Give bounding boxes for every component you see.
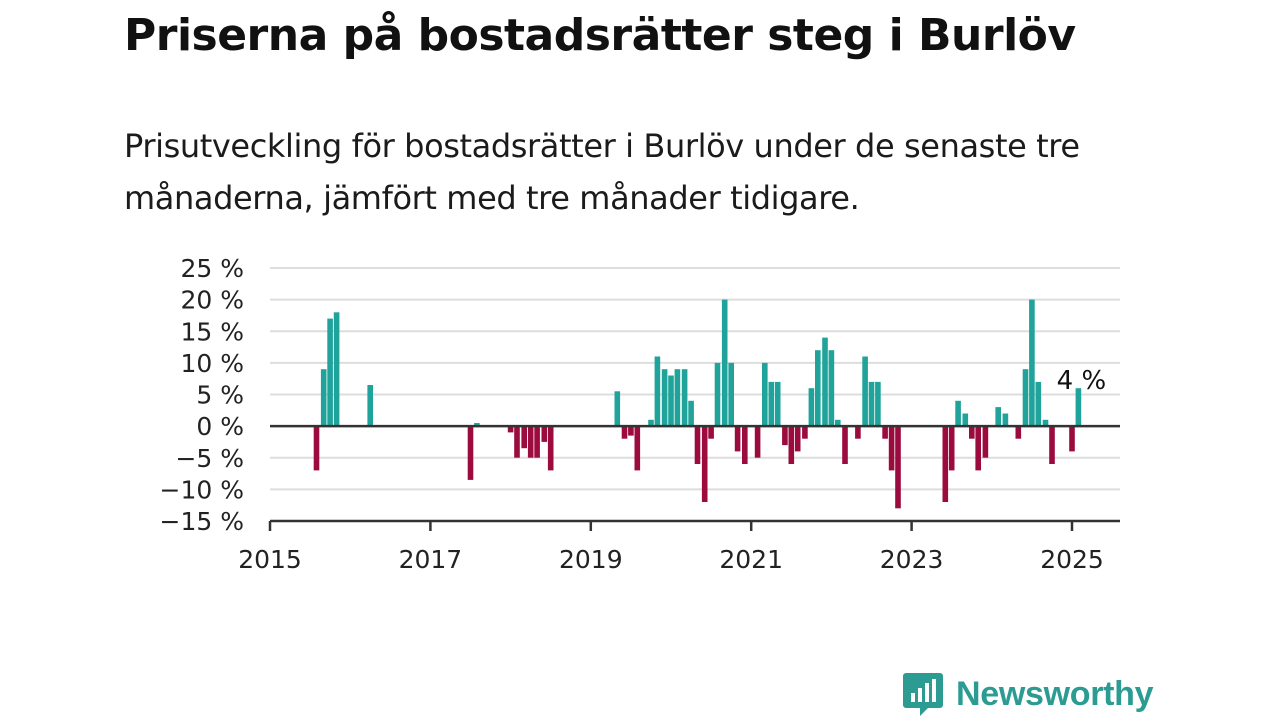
bar [1015,426,1022,439]
bar [614,391,621,427]
bar [668,375,674,427]
latest-value-label: 4 % [1057,366,1107,396]
bar [661,369,668,427]
bar [828,350,835,427]
bar [1042,419,1049,427]
bar [948,426,955,471]
bar [955,400,961,427]
bar [634,426,641,471]
bar [794,426,801,452]
y-tick-label: 15 % [180,317,244,346]
bar [875,381,881,427]
bar [648,419,654,427]
newsworthy-logo-icon [903,673,943,716]
bar [995,407,1001,427]
bar [1029,299,1035,427]
brand-name: Newsworthy [956,674,1154,713]
bar [467,426,474,480]
y-tick-label: −5 % [175,444,244,473]
chart-subtitle: Prisutveckling för bostadsrätter i Burlö… [124,127,1080,217]
bar [474,423,480,427]
bar [521,426,527,449]
bar [895,426,901,509]
bar [742,426,748,464]
x-tick-label: 2023 [880,545,944,574]
bar [674,369,681,427]
bar [815,350,821,427]
bar [768,381,775,427]
y-tick-label: −15 % [160,507,244,536]
bar [534,426,540,458]
bar [701,426,708,502]
bar [942,426,949,502]
bar-chart: −15 % −10 %−5 % 0 %5 % 10 % 15 %20 % 25 % 2015… [160,254,1120,574]
axes [268,424,1120,531]
grid-lines [270,267,1120,522]
bar [527,426,534,458]
x-tick-label: 2021 [719,545,783,574]
bar [762,362,768,427]
bar [842,426,848,464]
y-tick-label: 20 % [180,286,244,315]
bar [714,362,721,427]
bar [868,381,875,427]
bar [862,356,868,427]
bar [721,299,728,427]
y-tick-label: 5 % [196,381,244,410]
bar [1002,413,1009,427]
bar [320,369,327,427]
bar [313,426,320,471]
bar [1035,381,1042,427]
bar [654,356,661,427]
y-tick-label: 0 % [196,412,244,441]
bar [681,369,688,427]
bar [327,318,333,427]
bar [1049,426,1055,464]
bar [333,312,340,427]
bar [1075,388,1082,427]
bar [541,426,548,442]
bar [802,426,808,439]
bar [694,426,701,464]
x-tick-label: 2025 [1040,545,1104,574]
chart-title: Priserna på bostadsrätter steg i Burlöv [124,10,1076,61]
bar [774,381,781,427]
bar [822,337,828,427]
bar [888,426,895,471]
bar [835,419,841,427]
bar [882,426,888,439]
bar [628,426,634,436]
bar [782,426,788,446]
bar [962,413,969,427]
x-tick-label: 2019 [559,545,623,574]
bar [788,426,795,464]
brand-logo: Newsworthy [902,670,1154,718]
x-tick-label: 2017 [399,545,463,574]
y-tick-label: 25 % [180,254,244,283]
bar [507,426,514,433]
bar [808,388,815,427]
bar [367,385,373,427]
bar [754,426,761,458]
y-tick-label: 10 % [180,349,244,378]
bars [313,299,1082,509]
x-tick-label: 2015 [238,545,302,574]
bar [688,400,694,427]
bar [855,426,861,439]
y-tick-label: −10 % [160,475,244,504]
bar [621,426,628,439]
bar [975,426,981,471]
bar [708,426,714,439]
bar [1069,426,1075,452]
bar [734,426,741,452]
bar [1022,369,1029,427]
tick-labels: −15 % −10 %−5 % 0 %5 % 10 % 15 %20 % 25 % 2015… [160,254,1107,574]
bar [982,426,989,458]
bar [969,426,975,439]
bar [547,426,554,471]
bar [514,426,520,458]
bar [728,362,734,427]
